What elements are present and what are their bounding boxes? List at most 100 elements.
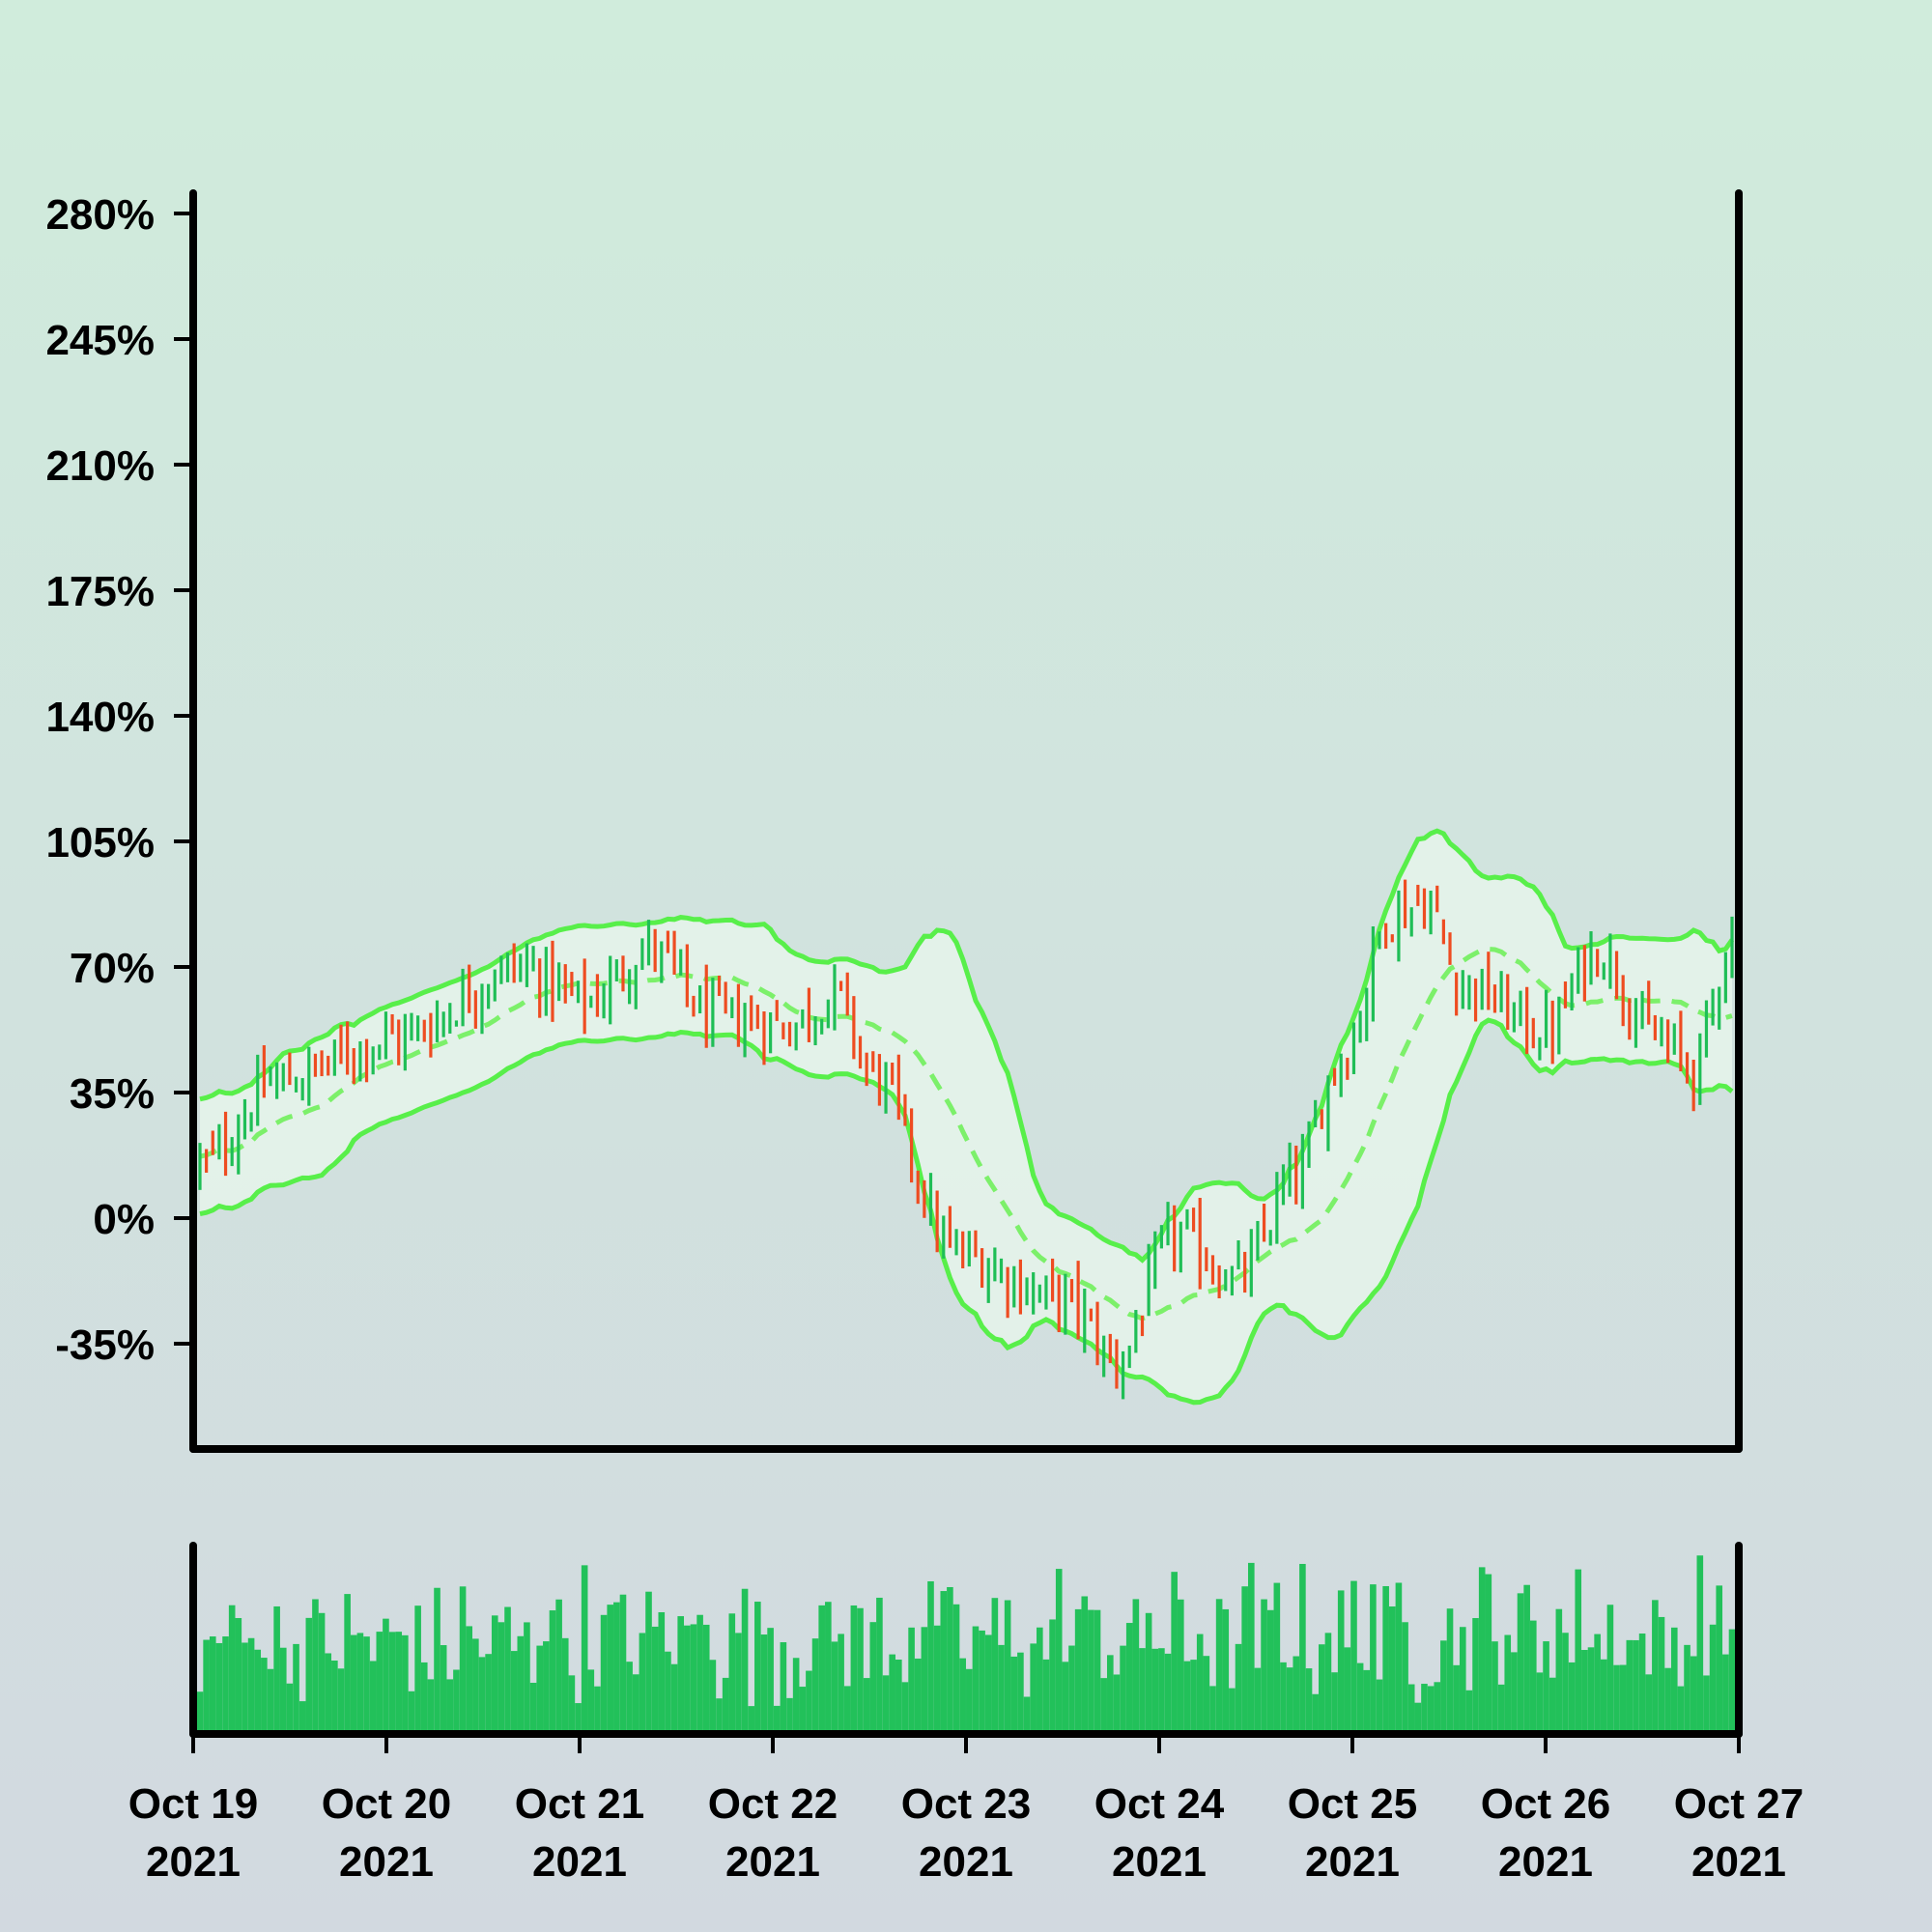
- volume-bar: [773, 1705, 781, 1734]
- volume-bar: [1023, 1696, 1031, 1734]
- volume-bar: [806, 1670, 812, 1734]
- volume-bar: [1395, 1582, 1403, 1734]
- volume-bar: [760, 1634, 768, 1734]
- volume-bar: [1055, 1569, 1063, 1734]
- volume-bar: [1158, 1648, 1165, 1734]
- volume-bar: [607, 1605, 614, 1734]
- volume-bar: [350, 1634, 357, 1734]
- volume-bar: [293, 1643, 299, 1734]
- volume-bar: [869, 1622, 877, 1734]
- y-tick-label: 245%: [45, 317, 155, 364]
- volume-bar: [1658, 1616, 1665, 1734]
- volume-bar: [196, 1691, 204, 1734]
- volume-bar: [1299, 1563, 1306, 1734]
- volume-bar: [376, 1632, 384, 1734]
- volume-bar: [709, 1660, 717, 1734]
- volume-bar: [1465, 1690, 1473, 1734]
- volume-bar: [286, 1683, 294, 1734]
- volume-bar: [1497, 1684, 1505, 1734]
- volume-bar: [1241, 1586, 1248, 1734]
- volume-bar: [575, 1703, 582, 1734]
- volume-bar: [1645, 1674, 1653, 1734]
- volume-bar: [1382, 1585, 1389, 1734]
- volume-bar: [1350, 1580, 1357, 1734]
- volume-bar: [933, 1625, 941, 1734]
- volume-bar: [972, 1626, 980, 1734]
- volume-bar: [786, 1697, 793, 1734]
- volume-bar: [998, 1644, 1005, 1734]
- volume-bar: [1407, 1684, 1415, 1734]
- volume-bar: [1600, 1659, 1607, 1734]
- x-tick-label-year: 2021: [339, 1838, 434, 1886]
- volume-bar: [1266, 1609, 1274, 1734]
- volume-bar: [1273, 1582, 1281, 1734]
- volume-bar: [767, 1628, 774, 1734]
- volume-bar: [561, 1637, 569, 1734]
- volume-bar: [799, 1687, 807, 1734]
- volume-bar: [325, 1653, 332, 1734]
- volume-bar: [811, 1638, 819, 1734]
- volume-bar: [940, 1591, 948, 1734]
- volume-bar: [1677, 1686, 1685, 1734]
- volume-bar: [235, 1618, 242, 1734]
- volume-bar: [549, 1610, 556, 1734]
- volume-bar: [1690, 1656, 1697, 1734]
- x-tick-label-date: Oct 20: [322, 1780, 452, 1828]
- volume-bar: [991, 1598, 999, 1734]
- volume-bar: [1376, 1679, 1383, 1734]
- volume-bar: [261, 1658, 268, 1734]
- volume-bar: [857, 1607, 864, 1734]
- volume-bar: [312, 1599, 319, 1734]
- volume-bar: [1670, 1627, 1678, 1734]
- volume-bar: [1113, 1674, 1121, 1734]
- volume-bar: [831, 1641, 838, 1734]
- volume-bar: [1190, 1660, 1197, 1734]
- volume-bar: [1215, 1599, 1223, 1734]
- volume-bar: [728, 1613, 736, 1734]
- volume-bar: [780, 1642, 787, 1734]
- x-tick-label-year: 2021: [725, 1838, 820, 1886]
- volume-bar: [882, 1675, 890, 1734]
- volume-bar: [1684, 1644, 1690, 1734]
- volume-bar: [254, 1649, 262, 1734]
- y-tick-label: 35%: [70, 1070, 155, 1118]
- volume-bar: [1203, 1656, 1210, 1734]
- volume-bar: [863, 1678, 870, 1734]
- volume-bar: [1010, 1656, 1018, 1734]
- volume-bar: [369, 1661, 377, 1734]
- volume-bar: [529, 1683, 537, 1734]
- volume-bar: [1017, 1652, 1024, 1734]
- volume-bar: [927, 1580, 934, 1734]
- volume-bar: [363, 1636, 370, 1734]
- volume-bar: [1638, 1634, 1646, 1734]
- volume-bar: [626, 1662, 633, 1734]
- volume-bar: [491, 1615, 498, 1734]
- volume-bar: [735, 1633, 742, 1734]
- volume-bar: [510, 1651, 518, 1734]
- volume-bar: [383, 1618, 389, 1734]
- volume-bar: [356, 1633, 364, 1734]
- volume-bar: [388, 1632, 396, 1734]
- volume-bar: [1402, 1622, 1408, 1734]
- volume-bar: [914, 1658, 922, 1734]
- volume-bar: [203, 1639, 210, 1734]
- y-tick-label: 210%: [45, 442, 155, 490]
- volume-bar: [1088, 1609, 1094, 1734]
- volume-bar: [850, 1605, 858, 1734]
- volume-bar: [984, 1634, 992, 1734]
- x-tick-label-date: Oct 22: [708, 1780, 838, 1828]
- x-tick-label-date: Oct 19: [128, 1780, 259, 1828]
- volume-bar: [1434, 1682, 1441, 1734]
- volume-bar: [318, 1612, 326, 1734]
- volume-bar: [402, 1634, 409, 1734]
- volume-bar: [1459, 1627, 1466, 1734]
- volume-bar: [1652, 1600, 1659, 1734]
- lower-band-line: [199, 1017, 1734, 1406]
- volume-bar: [1286, 1667, 1293, 1734]
- volume-bar: [1293, 1656, 1300, 1734]
- volume-bar: [1062, 1662, 1069, 1734]
- volume-bar: [716, 1698, 723, 1734]
- volume-bar: [466, 1626, 473, 1734]
- volume-bar: [1305, 1668, 1313, 1734]
